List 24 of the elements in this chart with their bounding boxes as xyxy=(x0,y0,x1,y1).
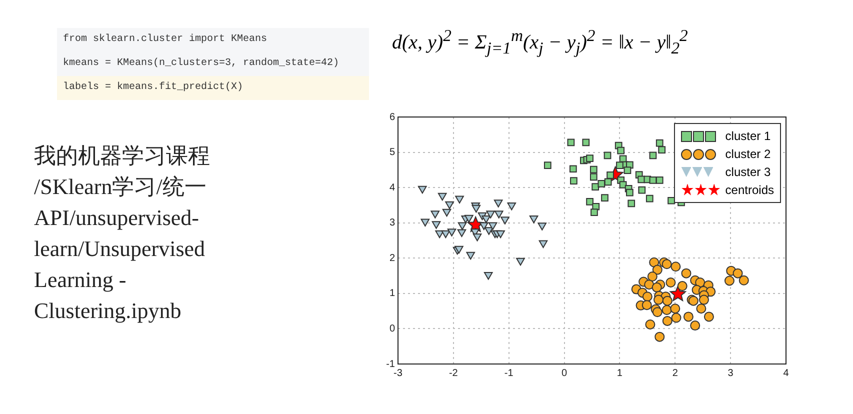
legend-label: cluster 2 xyxy=(725,146,771,163)
y-tick-label: 0 xyxy=(389,323,396,334)
legend-label: cluster 3 xyxy=(725,164,771,181)
y-tick-label: 2 xyxy=(389,252,396,264)
text: labels = kmeans.fit_predict(X) xyxy=(57,76,369,100)
legend-label: cluster 1 xyxy=(725,128,771,145)
y-tick-label: 6 xyxy=(389,112,396,123)
text: from sklearn.cluster import KMeans xyxy=(62,32,268,47)
text: kmeans = KMeans(n_clusters=3, random_state=42) xyxy=(62,56,340,71)
x-tick-label: 4 xyxy=(783,368,790,379)
x-tick-label: 3 xyxy=(728,368,734,379)
text: 我的机器学习课程 /SKlearn学习/统一 API/unsupervised- learn/Unsupervised Learning - Clustering.ipynb xyxy=(34,142,211,325)
y-tick-label: 5 xyxy=(389,147,396,158)
x-tick-label: 1 xyxy=(616,368,623,379)
x-tick-label: -1 xyxy=(504,368,514,379)
x-tick-label: -2 xyxy=(448,368,458,379)
x-tick-label: 2 xyxy=(672,368,678,379)
y-tick-label: 4 xyxy=(389,182,396,194)
x-tick-label: -3 xyxy=(394,368,403,379)
legend-label: centroids xyxy=(725,182,774,199)
y-tick-label: 3 xyxy=(389,218,396,229)
y-tick-label: -1 xyxy=(386,358,396,370)
x-tick-label: 0 xyxy=(562,368,568,379)
y-tick-label: 1 xyxy=(389,288,396,300)
